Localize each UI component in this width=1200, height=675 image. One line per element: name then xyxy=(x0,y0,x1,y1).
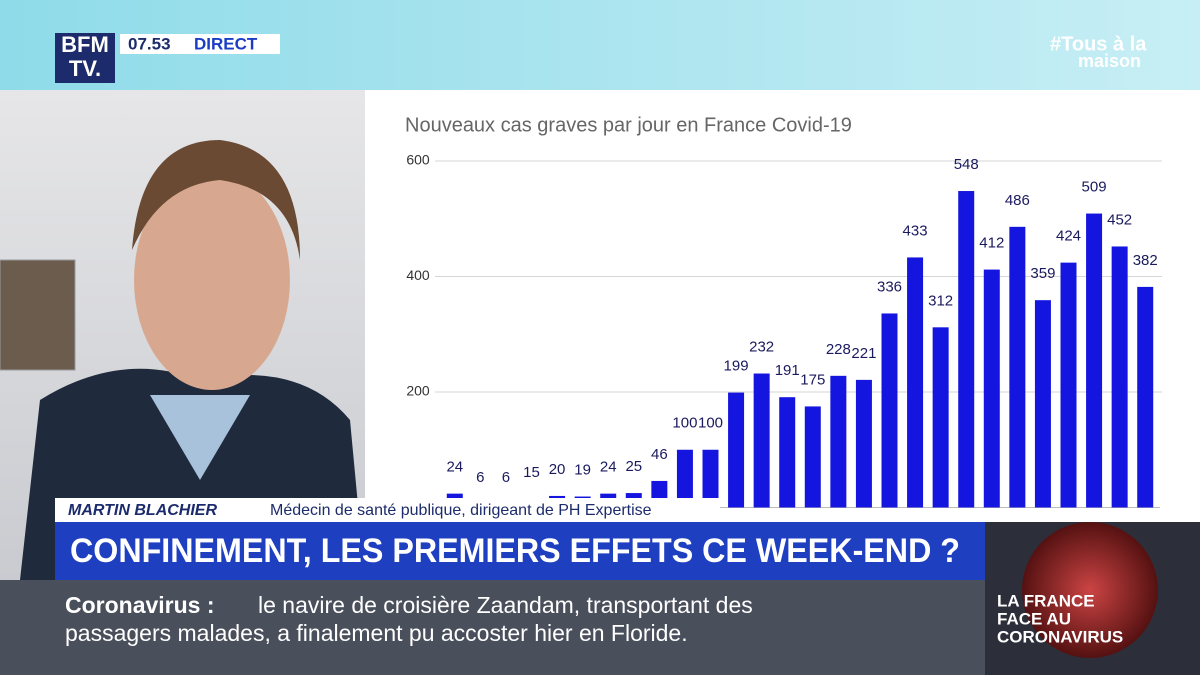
bar xyxy=(1111,246,1128,508)
bar xyxy=(702,449,719,508)
value-label: 509 xyxy=(1082,179,1107,196)
value-label: 24 xyxy=(600,459,617,476)
person-shirt xyxy=(150,395,250,480)
bar xyxy=(728,392,745,508)
bar xyxy=(881,313,898,508)
bar xyxy=(1086,213,1103,508)
bar xyxy=(1009,226,1026,508)
ticker-text: passagers malades, a finalement pu accos… xyxy=(65,620,688,646)
value-label: 221 xyxy=(851,345,876,362)
value-label: 312 xyxy=(928,292,953,309)
y-tick-label: 600 xyxy=(406,152,430,168)
ticker-text: le navire de croisière Zaandam, transpor… xyxy=(258,592,753,618)
bar xyxy=(1137,286,1154,508)
value-label: 452 xyxy=(1107,211,1132,228)
value-label: 100 xyxy=(672,415,697,432)
bar xyxy=(958,191,975,508)
bar xyxy=(932,327,949,508)
bar xyxy=(1034,300,1051,508)
bar xyxy=(830,375,847,508)
value-label: 46 xyxy=(651,446,668,463)
bar xyxy=(753,373,770,508)
value-label: 20 xyxy=(549,461,566,478)
guest-name: MARTIN BLACHIER xyxy=(68,502,217,519)
wall-frame xyxy=(0,259,76,371)
headline-bar xyxy=(55,522,985,580)
side-box-text: LA FRANCE xyxy=(997,591,1095,610)
person-head xyxy=(134,170,290,390)
ticker-bar xyxy=(0,580,985,675)
value-label: 24 xyxy=(446,459,463,476)
person-hair xyxy=(132,140,300,260)
value-label: 15 xyxy=(523,464,540,481)
bar xyxy=(855,379,872,508)
value-label: 433 xyxy=(903,222,928,239)
bar xyxy=(804,406,821,508)
headline: CONFINEMENT, LES PREMIERS EFFETS CE WEEK… xyxy=(70,532,960,570)
value-label: 424 xyxy=(1056,228,1081,245)
hashtag: #Tous à la xyxy=(1050,33,1147,55)
bar xyxy=(907,257,924,508)
logo: TV. xyxy=(69,56,101,81)
value-label: 6 xyxy=(502,469,510,486)
logo-box xyxy=(55,33,115,83)
value-label: 25 xyxy=(625,458,642,475)
ticker-label: Coronavirus : xyxy=(65,592,215,618)
bar xyxy=(1060,262,1077,508)
side-box-text: FACE AU xyxy=(997,609,1071,628)
value-label: 359 xyxy=(1030,265,1055,282)
bar xyxy=(983,269,1000,508)
chart-title: Nouveaux cas graves par jour en France C… xyxy=(405,114,852,136)
value-label: 412 xyxy=(979,235,1004,252)
virus-image xyxy=(1022,522,1158,658)
y-tick-label: 400 xyxy=(406,267,430,283)
bar xyxy=(676,449,693,508)
name-bar xyxy=(55,498,720,522)
y-tick-label: 200 xyxy=(406,383,430,399)
side-box-text: CORONAVIRUS xyxy=(997,627,1123,646)
value-label: 232 xyxy=(749,338,774,355)
value-label: 336 xyxy=(877,278,902,295)
value-label: 486 xyxy=(1005,192,1030,209)
live-label: DIRECT xyxy=(194,34,258,53)
clock: 07.53 xyxy=(128,34,171,53)
hashtag: maison xyxy=(1078,51,1141,71)
bar xyxy=(779,397,796,508)
value-label: 19 xyxy=(574,461,591,478)
value-label: 6 xyxy=(476,469,484,486)
value-label: 100 xyxy=(698,415,723,432)
value-label: 228 xyxy=(826,341,851,358)
guest-role: Médecin de santé publique, dirigeant de … xyxy=(270,502,652,519)
value-label: 191 xyxy=(775,362,800,379)
value-label: 382 xyxy=(1133,252,1158,269)
logo: BFM xyxy=(61,32,109,57)
value-label: 175 xyxy=(800,371,825,388)
value-label: 199 xyxy=(724,358,749,375)
value-label: 548 xyxy=(954,156,979,173)
clock-box xyxy=(120,34,280,54)
